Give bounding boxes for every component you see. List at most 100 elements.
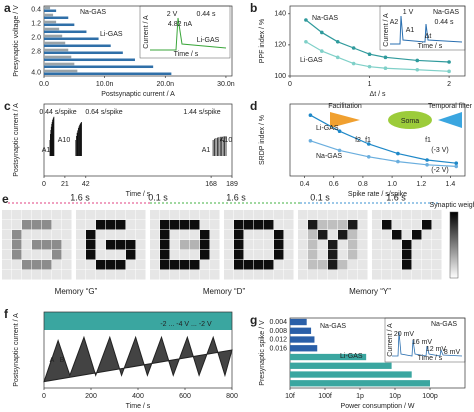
memory-caption: Memory “G” xyxy=(55,287,98,296)
pixel xyxy=(62,210,72,220)
x-tick-label: 189 xyxy=(226,181,238,188)
pixel xyxy=(86,260,96,270)
pixel xyxy=(126,210,136,220)
point xyxy=(447,69,451,74)
pixel xyxy=(76,230,86,240)
pixel xyxy=(160,220,170,230)
pixel xyxy=(116,260,126,270)
pixel xyxy=(32,210,42,220)
annotation: Na-GAS xyxy=(431,321,457,328)
x-tick-label: 2 xyxy=(447,81,451,88)
annotation: Δt xyxy=(425,33,432,40)
pixel xyxy=(328,270,338,280)
x-tick-label: 0.0 xyxy=(39,81,49,88)
bar xyxy=(44,16,69,20)
pixel xyxy=(328,220,338,230)
pixel xyxy=(318,260,328,270)
pixel xyxy=(372,270,382,280)
point xyxy=(383,55,388,60)
pixel xyxy=(62,260,72,270)
pixel xyxy=(274,240,284,250)
y-tick-label: 1.2 xyxy=(31,20,41,27)
pixel xyxy=(284,220,294,230)
bar xyxy=(290,318,307,326)
annotation: B xyxy=(60,357,65,364)
pixel xyxy=(308,250,318,260)
pixel xyxy=(116,210,126,220)
pixel xyxy=(96,230,106,240)
pixel xyxy=(12,270,22,280)
pixel xyxy=(52,240,62,250)
pixel xyxy=(86,250,96,260)
pixel xyxy=(254,270,264,280)
pixel xyxy=(96,260,106,270)
pixel xyxy=(12,220,22,230)
pixel xyxy=(402,210,412,220)
x-tick-label: 0 xyxy=(42,181,46,188)
annotation: Facilitation xyxy=(328,103,362,110)
pixel xyxy=(224,260,234,270)
bar xyxy=(44,62,75,66)
interval-label: 1.6 s xyxy=(386,192,406,202)
pixel xyxy=(338,270,348,280)
pixel xyxy=(52,230,62,240)
pixel xyxy=(402,250,412,260)
pixel xyxy=(328,250,338,260)
legend-label: Na-GAS xyxy=(316,153,342,160)
pixel xyxy=(62,220,72,230)
pixel xyxy=(32,250,42,260)
pixel xyxy=(136,250,146,260)
pixel xyxy=(116,240,126,250)
annotation: A1 xyxy=(42,147,51,154)
bar xyxy=(290,327,312,334)
pixel xyxy=(12,240,22,250)
plot-frame xyxy=(289,317,466,389)
pixel xyxy=(200,220,210,230)
pixel xyxy=(402,220,412,230)
pixel xyxy=(224,270,234,280)
pixel xyxy=(210,260,220,270)
bar xyxy=(44,58,135,62)
pixel xyxy=(372,260,382,270)
pixel xyxy=(234,260,244,270)
pixel xyxy=(200,230,210,240)
pixel xyxy=(284,260,294,270)
pixel xyxy=(284,250,294,260)
bar xyxy=(44,13,54,17)
pixel xyxy=(308,230,318,240)
point xyxy=(304,39,308,44)
pixel xyxy=(422,250,432,260)
pixel xyxy=(150,270,160,280)
pixel xyxy=(284,240,294,250)
pixel xyxy=(358,210,368,220)
pixel xyxy=(422,210,432,220)
pixel xyxy=(402,240,412,250)
pixel xyxy=(264,230,274,240)
pixel xyxy=(298,250,308,260)
pixel xyxy=(86,220,96,230)
bar xyxy=(44,44,111,48)
x-tick-label: 10p xyxy=(389,393,401,400)
pixel xyxy=(42,260,52,270)
pixel xyxy=(22,210,32,220)
pixel xyxy=(22,230,32,240)
pixel xyxy=(244,220,254,230)
pixel xyxy=(358,270,368,280)
point xyxy=(320,30,324,35)
pixel xyxy=(244,210,254,220)
pixel xyxy=(106,220,116,230)
pixel xyxy=(126,220,136,230)
pixel xyxy=(422,260,432,270)
pixel xyxy=(76,260,86,270)
pixel xyxy=(318,220,328,230)
bar xyxy=(290,353,367,361)
x-tick-label: 42 xyxy=(82,181,90,188)
pixel xyxy=(86,270,96,280)
point xyxy=(367,52,372,57)
pixel xyxy=(106,270,116,280)
pixel xyxy=(432,260,442,270)
pixel xyxy=(402,230,412,240)
pixel xyxy=(126,260,136,270)
pixel xyxy=(308,220,318,230)
pixel xyxy=(328,240,338,250)
